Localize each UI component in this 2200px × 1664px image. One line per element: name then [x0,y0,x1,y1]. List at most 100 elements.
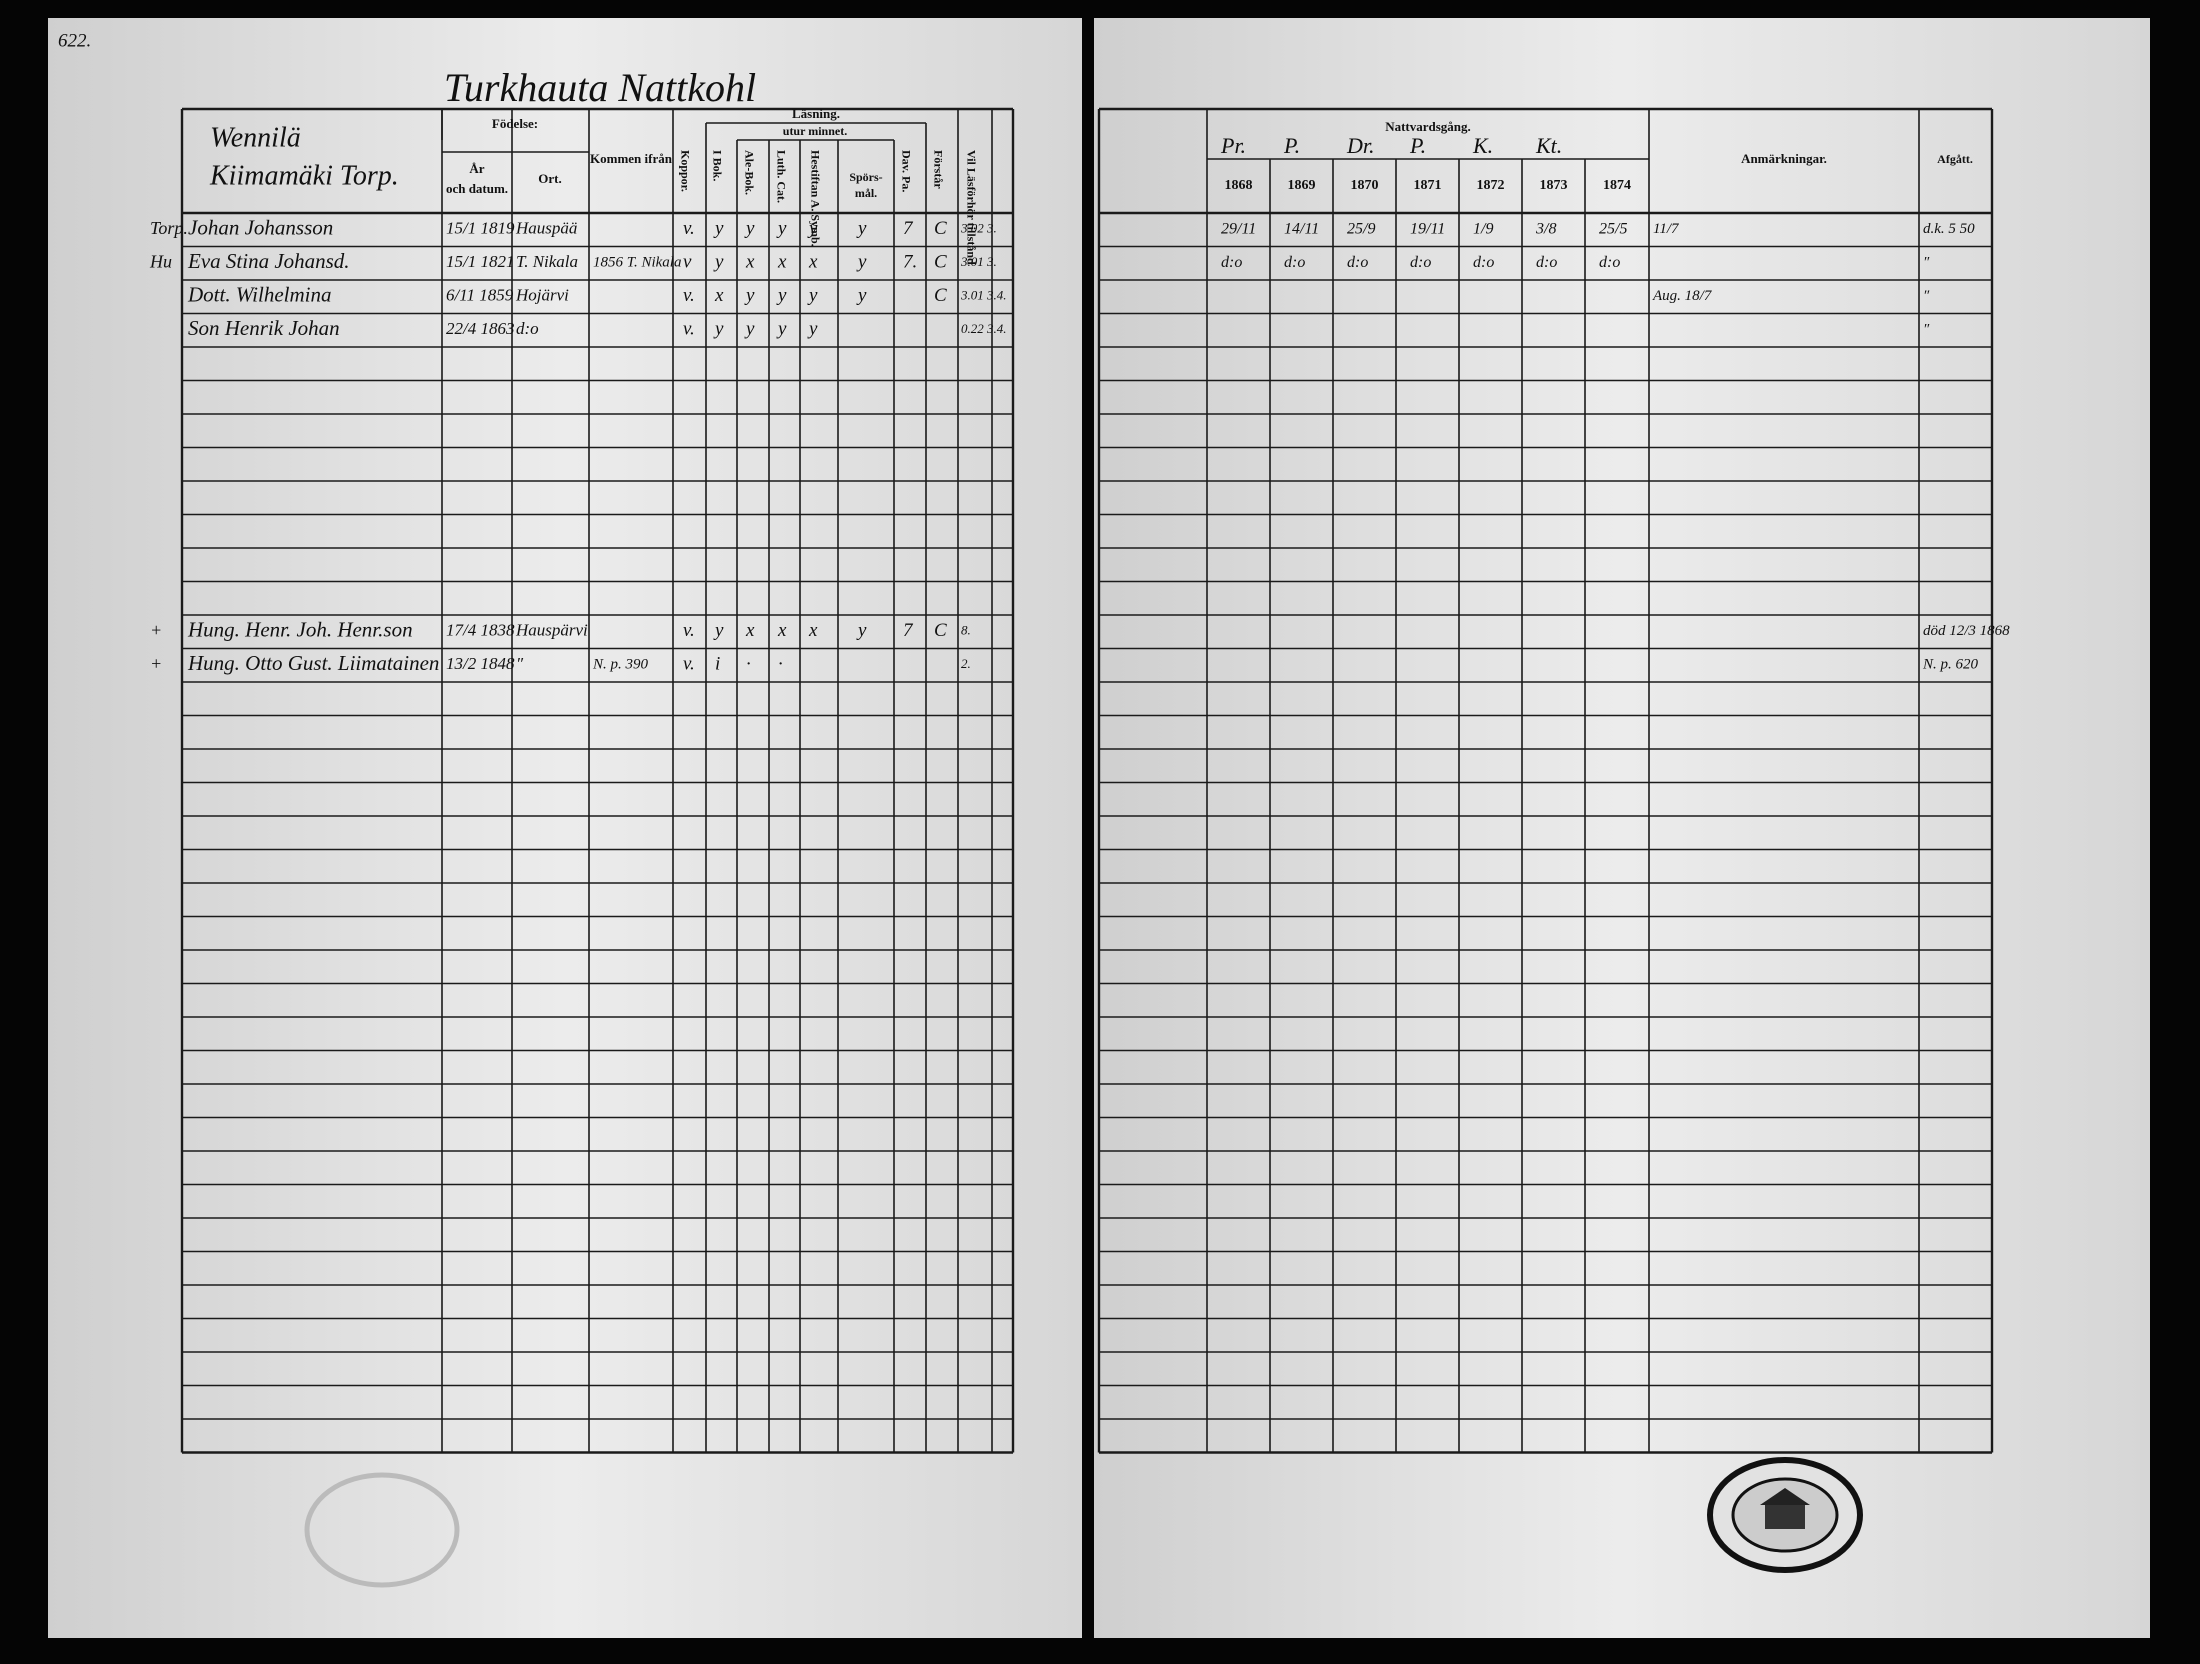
communion-date: d:o [1599,254,1620,271]
reading-mark: y [744,319,755,340]
header-label: mål. [855,186,877,200]
communion-date: d:o [1221,254,1242,271]
birth-place: Hauspää [515,219,577,238]
page-number: 622. [58,30,91,51]
name: Eva Stina Johansd. [187,249,350,273]
smallpox: v. [683,620,695,641]
reading-mark: 7 [903,620,914,641]
permission: 2. [961,656,971,671]
remark: 11/7 [1653,221,1680,237]
reading-mark: 7 [903,218,914,239]
permission: 3.02 3. [960,221,997,236]
priest-mark: Dr. [1346,133,1375,158]
header-label: Ale-Bok. [742,150,756,195]
reading-mark: 7. [903,252,917,273]
name: Johan Johansson [188,216,333,240]
header-label: Födelse: [492,116,538,131]
reading-mark: x [808,252,818,273]
permission: 0.22 3.4. [961,321,1007,336]
stamp [1707,1457,1863,1573]
header-label: Vil Läsförhör tillstånd [964,150,978,265]
reading-mark: y [856,252,867,273]
birth-date: 15/1 1819 [446,219,515,238]
birth-place: T. Nikala [516,252,578,271]
communion-date: d:o [1284,254,1305,271]
header-label: 1868 [1225,178,1253,193]
header-label: 1869 [1288,178,1316,193]
came-from: 1856 T. Nikala [593,255,681,271]
reading-mark: x [714,285,724,306]
header-label: Dav. Pa. [899,150,913,192]
communion-date: 3/8 [1535,220,1556,237]
header-label: Nattvardsgång. [1385,119,1471,134]
communion-date: d:o [1536,254,1557,271]
communion-date: 19/11 [1410,220,1445,237]
reading-mark: y [856,218,867,239]
reading-mark: y [713,252,724,273]
reading-mark: i [715,654,720,675]
remark: Aug. 18/7 [1652,288,1713,304]
departed: ″ [1923,322,1930,338]
header-label: 1870 [1351,178,1379,193]
birth-date: 22/4 1863 [446,319,514,338]
reading-mark: y [713,620,724,641]
reading-mark: y [856,620,867,641]
reading-mark: · [778,654,783,675]
communion-date: 25/9 [1347,220,1375,237]
header-label: Luth. Cat. [774,150,788,203]
reading-mark: x [745,620,755,641]
name: Son Henrik Johan [188,316,340,340]
smallpox: v. [683,319,695,340]
reading-mark: y [776,319,787,340]
header-label: Förstår [931,150,945,189]
reading-mark: y [744,285,755,306]
header-label: utur minnet. [783,124,847,138]
communion-date: d:o [1347,254,1368,271]
communion-date: 1/9 [1473,220,1493,237]
understanding: C [934,218,947,239]
departed: död 12/3 1868 [1923,623,2010,639]
reading-mark: y [713,319,724,340]
priest-mark: Pr. [1220,133,1246,158]
smallpox: v. [683,218,695,239]
row-prefix: + [150,653,162,673]
permission: 3.01 3. [960,254,997,269]
header-label: Afgått. [1937,152,1973,166]
name: Hung. Henr. Joh. Henr.son [187,618,413,642]
smallpox: v [683,252,692,273]
name: Hung. Otto Gust. Liimatainen [187,651,439,675]
birth-date: 13/2 1848 [446,654,515,673]
row-prefix: Hu [149,251,172,271]
left-page [48,18,1082,1638]
header-label: Kiimamäki Torp. [209,160,399,191]
header-label: 1872 [1477,178,1505,193]
table-lines [180,107,1994,1454]
departed: ″ [1923,288,1930,304]
understanding: C [934,620,947,641]
departed: ″ [1923,255,1930,271]
header-label: Hestiftan A. Symb. [808,150,822,247]
reading-mark: x [777,620,787,641]
permission: 8. [961,623,971,638]
reading-mark: y [807,285,818,306]
header-label: Kommen ifrån [590,151,673,166]
understanding: C [934,252,947,273]
reading-mark: y [744,218,755,239]
faint-stamp [304,1472,460,1588]
birth-date: 15/1 1821 [446,252,514,271]
birth-place: d:o [516,319,539,338]
reading-mark: y [807,319,818,340]
priest-mark: P. [1283,133,1300,158]
reading-mark: y [856,285,867,306]
birth-date: 17/4 1838 [446,621,515,640]
smallpox: v. [683,285,695,306]
reading-mark: x [808,620,818,641]
header-label: Läsning. [792,106,840,121]
communion-date: 25/5 [1599,220,1627,237]
reading-mark: y [807,218,818,239]
header-label: 1874 [1603,178,1631,193]
reading-mark: y [713,218,724,239]
came-from: N. p. 390 [592,657,649,673]
name: Dott. Wilhelmina [187,283,332,307]
